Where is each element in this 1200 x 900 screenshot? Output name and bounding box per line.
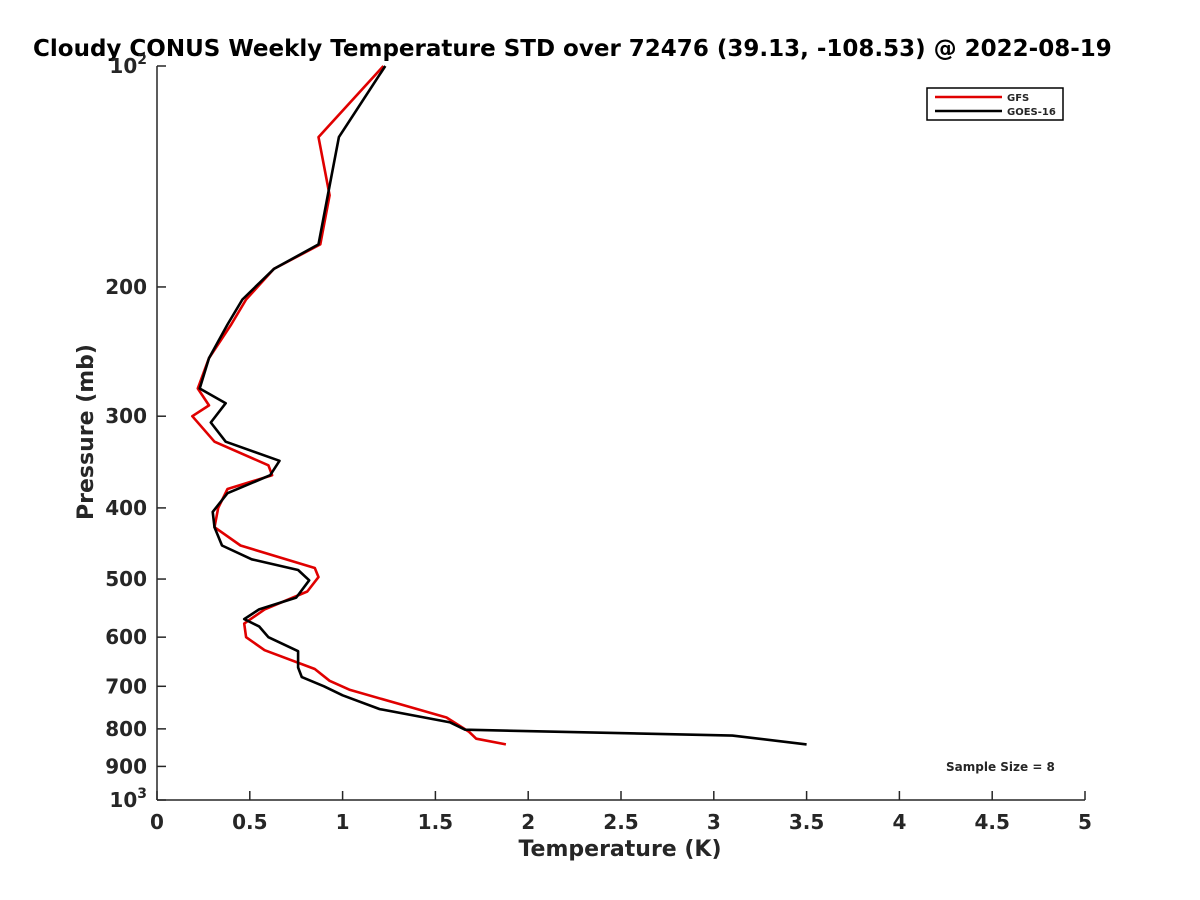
legend-label-gfs: GFS	[1007, 93, 1029, 104]
x-tick-label: 1.5	[418, 810, 453, 834]
y-tick-label: 102	[109, 52, 147, 78]
y-tick-label: 103	[109, 786, 147, 812]
y-tick-label: 500	[105, 567, 147, 591]
x-tick-label: 0.5	[232, 810, 267, 834]
y-axis-label: Pressure (mb)	[74, 344, 99, 520]
x-tick-label: 5	[1078, 810, 1092, 834]
chart-title: Cloudy CONUS Weekly Temperature STD over…	[33, 36, 1112, 62]
y-tick-label: 400	[105, 496, 147, 520]
legend-box	[926, 87, 1064, 121]
y-tick-label: 200	[105, 275, 147, 299]
x-tick-label: 1	[336, 810, 350, 834]
x-tick-label: 3	[707, 810, 721, 834]
y-tick-label: 900	[105, 754, 147, 778]
x-tick-label: 4.5	[974, 810, 1009, 834]
x-axis-label: Temperature (K)	[518, 837, 721, 862]
sample-size-annotation: Sample Size = 8	[946, 760, 1055, 774]
y-tick-label: 600	[105, 625, 147, 649]
legend-label-goes16: GOES-16	[1007, 107, 1056, 118]
x-tick-label: 4	[892, 810, 906, 834]
series-line-goes16	[198, 65, 807, 746]
y-tick-label: 300	[105, 404, 147, 428]
x-tick-label: 0	[150, 810, 164, 834]
x-tick-label: 3.5	[789, 810, 824, 834]
x-tick-label: 2.5	[603, 810, 638, 834]
legend: GFS GOES-16	[926, 87, 1064, 121]
x-tick-label: 2	[521, 810, 535, 834]
y-tick-label: 700	[105, 674, 147, 698]
y-tick-label: 800	[105, 717, 147, 741]
plot-area: 0 0.5 1 1.5 2 2.5 3 3.5 4 4.5 5 102 200 300 400 500 600 7…	[105, 52, 1092, 834]
